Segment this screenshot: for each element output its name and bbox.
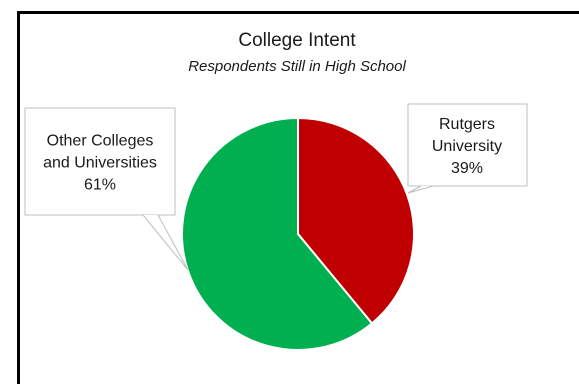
pie-slice-1 xyxy=(181,116,374,351)
slice-callout-1: Other Colleges and Universities 61% xyxy=(24,107,189,271)
pie-slice-0 xyxy=(297,116,415,325)
slice-label: Other Colleges xyxy=(47,133,154,150)
slice-callout-0: Rutgers University 39% xyxy=(407,103,528,194)
callout-box xyxy=(407,103,528,187)
chart-subtitle: Respondents Still in High School xyxy=(188,58,406,75)
callout-pointer xyxy=(407,185,434,194)
callout-pointer xyxy=(142,214,189,271)
slice-label: University xyxy=(432,138,502,155)
callout-box xyxy=(24,107,176,216)
slice-value-label: 61% xyxy=(84,177,116,194)
slice-label: and Universities xyxy=(43,155,157,172)
slice-label: Rutgers xyxy=(439,116,495,133)
chart-title: College Intent xyxy=(238,30,356,51)
slice-value-label: 39% xyxy=(451,160,483,177)
